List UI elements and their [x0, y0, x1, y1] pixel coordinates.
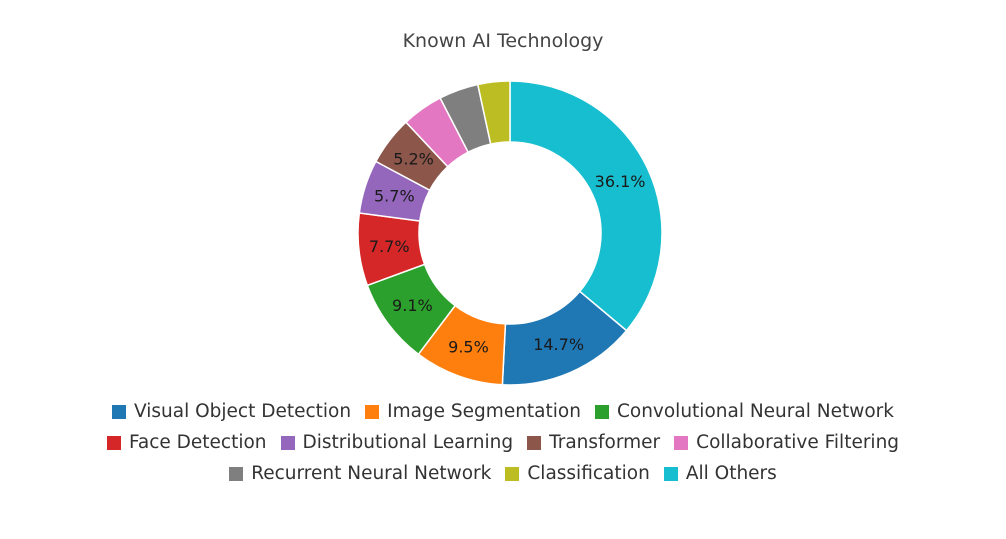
data-label: 7.7%: [369, 237, 410, 256]
slice-all-others[interactable]: [509, 80, 663, 332]
legend-swatch: [111, 404, 126, 419]
legend-label: Convolutional Neural Network: [616, 401, 894, 422]
legend-label: Image Segmentation: [387, 401, 581, 422]
legend-label: Face Detection: [128, 432, 267, 453]
legend-item[interactable]: Convolutional Neural Network: [594, 401, 894, 422]
legend: Visual Object Detection Image Segmentatio…: [0, 396, 1006, 489]
legend-swatch: [280, 435, 295, 450]
legend-item[interactable]: Face Detection: [106, 432, 267, 453]
legend-label: Distributional Learning: [302, 432, 514, 453]
legend-item[interactable]: Image Segmentation: [365, 401, 581, 422]
data-label: 36.1%: [595, 172, 646, 191]
legend-swatch: [365, 404, 380, 419]
legend-swatch: [106, 435, 121, 450]
legend-item[interactable]: Recurrent Neural Network: [229, 463, 491, 484]
legend-swatch: [229, 466, 244, 481]
legend-row: Face Detection Distributional Learning Tra…: [0, 427, 1006, 458]
legend-label: Transformer: [549, 432, 661, 453]
data-label: 14.7%: [533, 335, 584, 354]
legend-row: Recurrent Neural Network Classification Al…: [0, 458, 1006, 489]
legend-swatch: [505, 466, 520, 481]
legend-swatch: [663, 466, 678, 481]
legend-label: Visual Object Detection: [133, 401, 352, 422]
legend-label: Collaborative Filtering: [696, 432, 900, 453]
legend-label: Classification: [527, 463, 650, 484]
data-label: 9.5%: [448, 338, 489, 357]
legend-item[interactable]: Classification: [505, 463, 650, 484]
legend-item[interactable]: Distributional Learning: [280, 432, 514, 453]
legend-item[interactable]: Transformer: [527, 432, 660, 453]
legend-label: All Others: [685, 463, 777, 484]
legend-swatch: [594, 404, 609, 419]
data-label: 5.2%: [393, 150, 434, 169]
legend-item[interactable]: Collaborative Filtering: [674, 432, 899, 453]
legend-row: Visual Object Detection Image Segmentatio…: [0, 396, 1006, 427]
legend-swatch: [527, 435, 542, 450]
legend-item[interactable]: All Others: [663, 463, 777, 484]
data-label: 5.7%: [374, 186, 415, 205]
slice-classification[interactable]: [476, 80, 511, 145]
data-label: 9.1%: [392, 296, 433, 315]
legend-item[interactable]: Visual Object Detection: [111, 401, 352, 422]
chart-title: Known AI Technology: [402, 30, 604, 52]
legend-label: Recurrent Neural Network: [251, 463, 492, 484]
legend-swatch: [674, 435, 689, 450]
